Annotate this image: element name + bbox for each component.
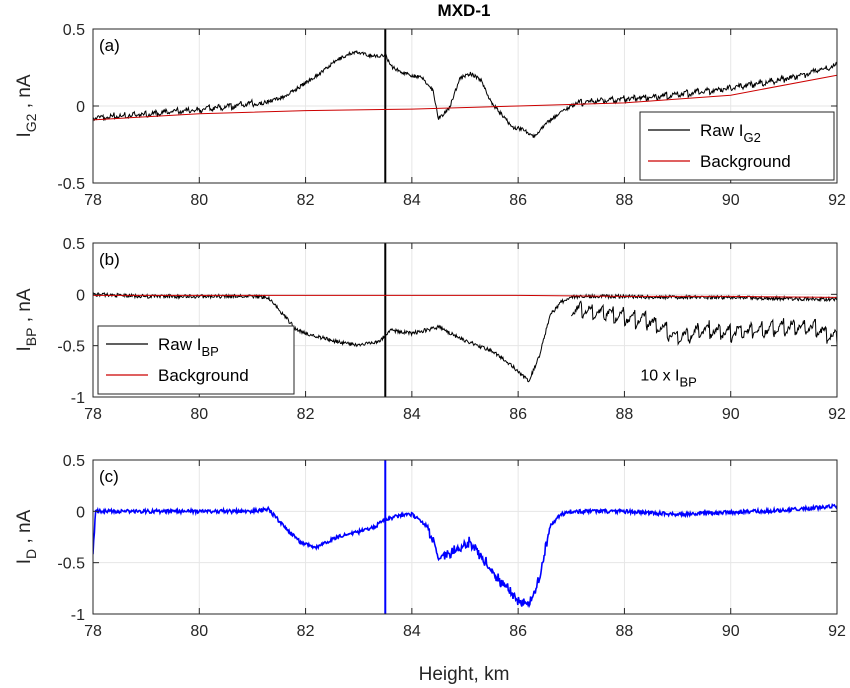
x-tick-label: 86	[509, 406, 527, 423]
y-tick-label: 0.5	[63, 453, 85, 470]
y-tick-label: -0.5	[57, 176, 85, 193]
axes-frame	[92, 242, 838, 398]
x-tick-label: 92	[828, 192, 846, 209]
series-line-raw	[93, 292, 837, 383]
y-axis-label: ID , nA	[14, 509, 39, 564]
legend-entry: Raw IBP	[158, 335, 219, 359]
x-tick-label: 78	[84, 406, 102, 423]
x-tick-label: 88	[616, 192, 634, 209]
x-tick-label: 86	[509, 623, 527, 640]
x-tick-label: 84	[403, 623, 421, 640]
legend-entry: Background	[158, 366, 249, 385]
y-tick-label: -0.5	[57, 339, 85, 356]
y-axis-label: IBP , nA	[14, 288, 39, 351]
x-tick-label: 90	[722, 192, 740, 209]
y-tick-label: -1	[71, 390, 85, 407]
x-tick-label: 92	[828, 406, 846, 423]
x-tick-label: 82	[297, 406, 315, 423]
x-tick-label: 80	[190, 406, 208, 423]
chart-panel-c: 78 80 82 84 86 88 90 92 -1 -0.5 0 0.5 ID , nA (c)	[14, 453, 846, 640]
series-line-raw	[93, 49, 837, 139]
chart-panel-b: 78 80 82 84 86 88 90 92 -1 -0.5 0 0.5 IBP , nA (b) 10 …	[14, 236, 846, 423]
series-line-raw	[93, 502, 837, 609]
x-tick-label: 88	[616, 406, 634, 423]
x-tick-label: 92	[828, 623, 846, 640]
y-tick-label: 0	[76, 287, 85, 304]
legend-entry: Raw IG2	[700, 121, 761, 145]
axes-frame	[92, 459, 838, 615]
x-tick-label: 80	[190, 623, 208, 640]
x-tick-label: 84	[403, 406, 421, 423]
y-axis-label: IG2 , nA	[14, 74, 39, 137]
panel-label: (b)	[99, 250, 120, 269]
x-tick-label: 84	[403, 192, 421, 209]
x-tick-label: 80	[190, 192, 208, 209]
x-axis-label: Height, km	[419, 664, 510, 685]
x-tick-label: 90	[722, 406, 740, 423]
x-tick-label: 86	[509, 192, 527, 209]
series-line-background	[93, 74, 837, 121]
y-tick-label: 0.5	[63, 22, 85, 39]
x-tick-label: 78	[84, 192, 102, 209]
y-tick-label: 0.5	[63, 236, 85, 253]
annotation-label: 10 x IBP	[640, 367, 696, 389]
y-tick-label: -0.5	[57, 556, 85, 573]
y-tick-label: -1	[71, 607, 85, 624]
series-line-background	[93, 294, 837, 298]
x-tick-label: 90	[722, 623, 740, 640]
chart-panel-a: 78 80 82 84 86 88 90 92 -0.5 0 0.5 IG2 , nA (a) Raw I…	[14, 22, 846, 209]
legend: Raw IG2 Background	[639, 111, 835, 181]
x-tick-label: 88	[616, 623, 634, 640]
series-line-scaled	[570, 300, 837, 346]
legend: Raw IBP Background	[97, 325, 295, 395]
panel-label: (a)	[99, 36, 120, 55]
y-tick-label: 0	[76, 504, 85, 521]
x-tick-label: 82	[297, 623, 315, 640]
plot-area	[93, 460, 837, 614]
panel-label: (c)	[99, 467, 119, 486]
figure-title: MXD-1	[438, 1, 491, 20]
x-tick-label: 78	[84, 623, 102, 640]
x-tick-label: 82	[297, 192, 315, 209]
y-tick-label: 0	[76, 99, 85, 116]
legend-entry: Background	[700, 152, 791, 171]
